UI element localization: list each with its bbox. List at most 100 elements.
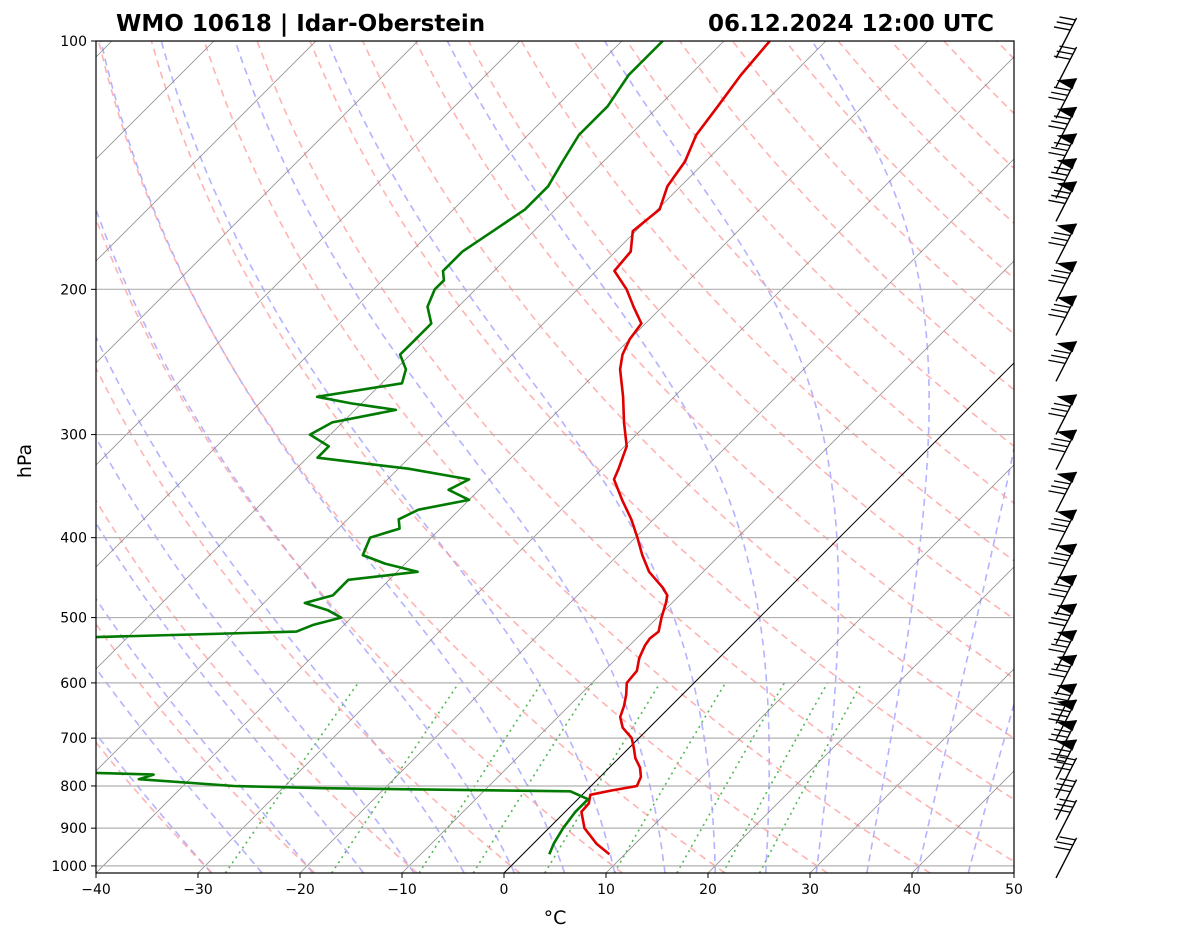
dry-adiabat — [203, 41, 931, 873]
moist-adiabat — [916, 444, 1014, 873]
chart-title-station: WMO 10618 | Idar-Oberstein — [116, 11, 485, 37]
dry-adiabat — [837, 41, 1014, 225]
wind-barbs — [1048, 16, 1078, 879]
dry-adiabat — [467, 41, 1014, 621]
dry-adiabat — [361, 41, 1014, 740]
y-tick-label: 300 — [60, 428, 87, 444]
moist-adiabat — [327, 41, 717, 873]
moist-adiabat — [100, 41, 566, 873]
isotherm — [707, 566, 1014, 873]
wind-barb — [1048, 180, 1078, 222]
isotherm — [1013, 872, 1014, 873]
plot-area — [0, 41, 1181, 873]
isotherm — [197, 56, 1014, 873]
y-tick-label: 100 — [60, 34, 87, 50]
dry-adiabat — [96, 366, 521, 873]
moist-adiabat — [1019, 41, 1181, 873]
dry-adiabat — [626, 41, 1014, 448]
mixing-ratio-line — [331, 682, 460, 873]
mixing-ratio-line — [544, 682, 661, 873]
isotherm — [96, 41, 521, 466]
wind-barb — [1048, 295, 1078, 336]
wind-barb — [1048, 77, 1078, 119]
moist-adiabats — [96, 41, 1181, 873]
y-tick-label: 400 — [60, 531, 87, 547]
x-tick-label: 40 — [903, 882, 921, 898]
moist-adiabat — [96, 335, 465, 873]
moist-adiabat — [811, 41, 930, 873]
dry-adiabat — [96, 622, 316, 873]
dry-adiabat — [97, 41, 726, 873]
dry-adiabat — [996, 41, 1014, 60]
wind-barb — [1048, 719, 1078, 761]
isotherm — [0, 41, 10, 873]
y-axis-ticks: 1000 900 800 700 600 500 400 300 200 100 — [51, 34, 96, 875]
mixing-ratio-line — [722, 682, 829, 873]
x-tick-label: 10 — [597, 882, 615, 898]
moist-adiabat — [446, 41, 771, 873]
wind-barb — [1048, 429, 1078, 471]
sounding-series — [96, 41, 771, 856]
moist-adiabat — [96, 207, 516, 873]
wind-barb — [1048, 543, 1078, 585]
wind-barb — [1048, 654, 1078, 696]
y-tick-label: 900 — [60, 821, 87, 837]
isotherms — [0, 41, 1014, 873]
x-tick-label: 0 — [500, 882, 509, 898]
moist-adiabat — [96, 436, 415, 873]
dry-adiabat — [150, 41, 828, 873]
wind-barb — [1048, 260, 1078, 302]
x-tick-label: −10 — [387, 882, 417, 898]
x-tick-label: −20 — [285, 882, 315, 898]
dry-adiabat — [309, 41, 1014, 801]
isotherm — [96, 41, 317, 262]
dry-adiabat — [679, 41, 1014, 391]
zero-isotherm — [503, 362, 1014, 873]
wind-barb — [1048, 574, 1078, 616]
wind-barb — [1048, 157, 1078, 199]
dry-adiabat — [731, 41, 1014, 335]
mixing-ratio-line — [224, 682, 359, 873]
wind-barb — [1048, 603, 1078, 644]
moist-adiabat — [96, 521, 365, 873]
plot-frame — [95, 40, 1015, 874]
moist-adiabat — [234, 41, 666, 873]
wind-barb — [1048, 471, 1078, 513]
isotherm — [401, 260, 1014, 873]
x-tick-label: −30 — [183, 882, 213, 898]
isotherm — [96, 41, 929, 873]
y-tick-label: 700 — [60, 731, 87, 747]
mixing-ratio-line — [613, 682, 727, 873]
isotherm — [96, 41, 419, 364]
x-axis-ticks: −40 −30 −20 −10 0 10 20 30 40 50 — [81, 873, 1023, 898]
dry-adiabat — [573, 41, 1014, 505]
dry-adiabat — [96, 216, 623, 873]
moist-adiabat — [96, 667, 263, 873]
isotherm — [809, 668, 1014, 873]
y-tick-label: 500 — [60, 611, 87, 627]
y-tick-label: 800 — [60, 779, 87, 795]
y-tick-label: 200 — [60, 282, 87, 298]
dewpoint-profile — [96, 41, 664, 855]
dry-adiabat — [784, 41, 1014, 280]
wind-barb — [1048, 223, 1078, 264]
moist-adiabat — [160, 41, 616, 873]
isotherm — [299, 158, 1014, 873]
y-axis-label: hPa — [14, 444, 36, 478]
y-tick-label: 600 — [60, 676, 87, 692]
dry-adiabats — [96, 41, 1014, 873]
pressure-gridlines — [96, 41, 1014, 867]
wind-barb — [1048, 699, 1078, 741]
y-tick-label: 1000 — [51, 859, 87, 875]
dry-adiabat — [96, 499, 418, 873]
chart-title-datetime: 06.12.2024 12:00 UTC — [708, 11, 994, 37]
temperature-profile — [580, 41, 771, 856]
isotherm — [96, 41, 623, 568]
dry-adiabat — [256, 41, 1014, 863]
wind-barb — [1048, 509, 1078, 550]
x-tick-label: 20 — [699, 882, 717, 898]
wind-barb — [1048, 394, 1078, 435]
wind-barb — [1053, 16, 1078, 59]
mixing-ratio-lines — [224, 682, 863, 873]
